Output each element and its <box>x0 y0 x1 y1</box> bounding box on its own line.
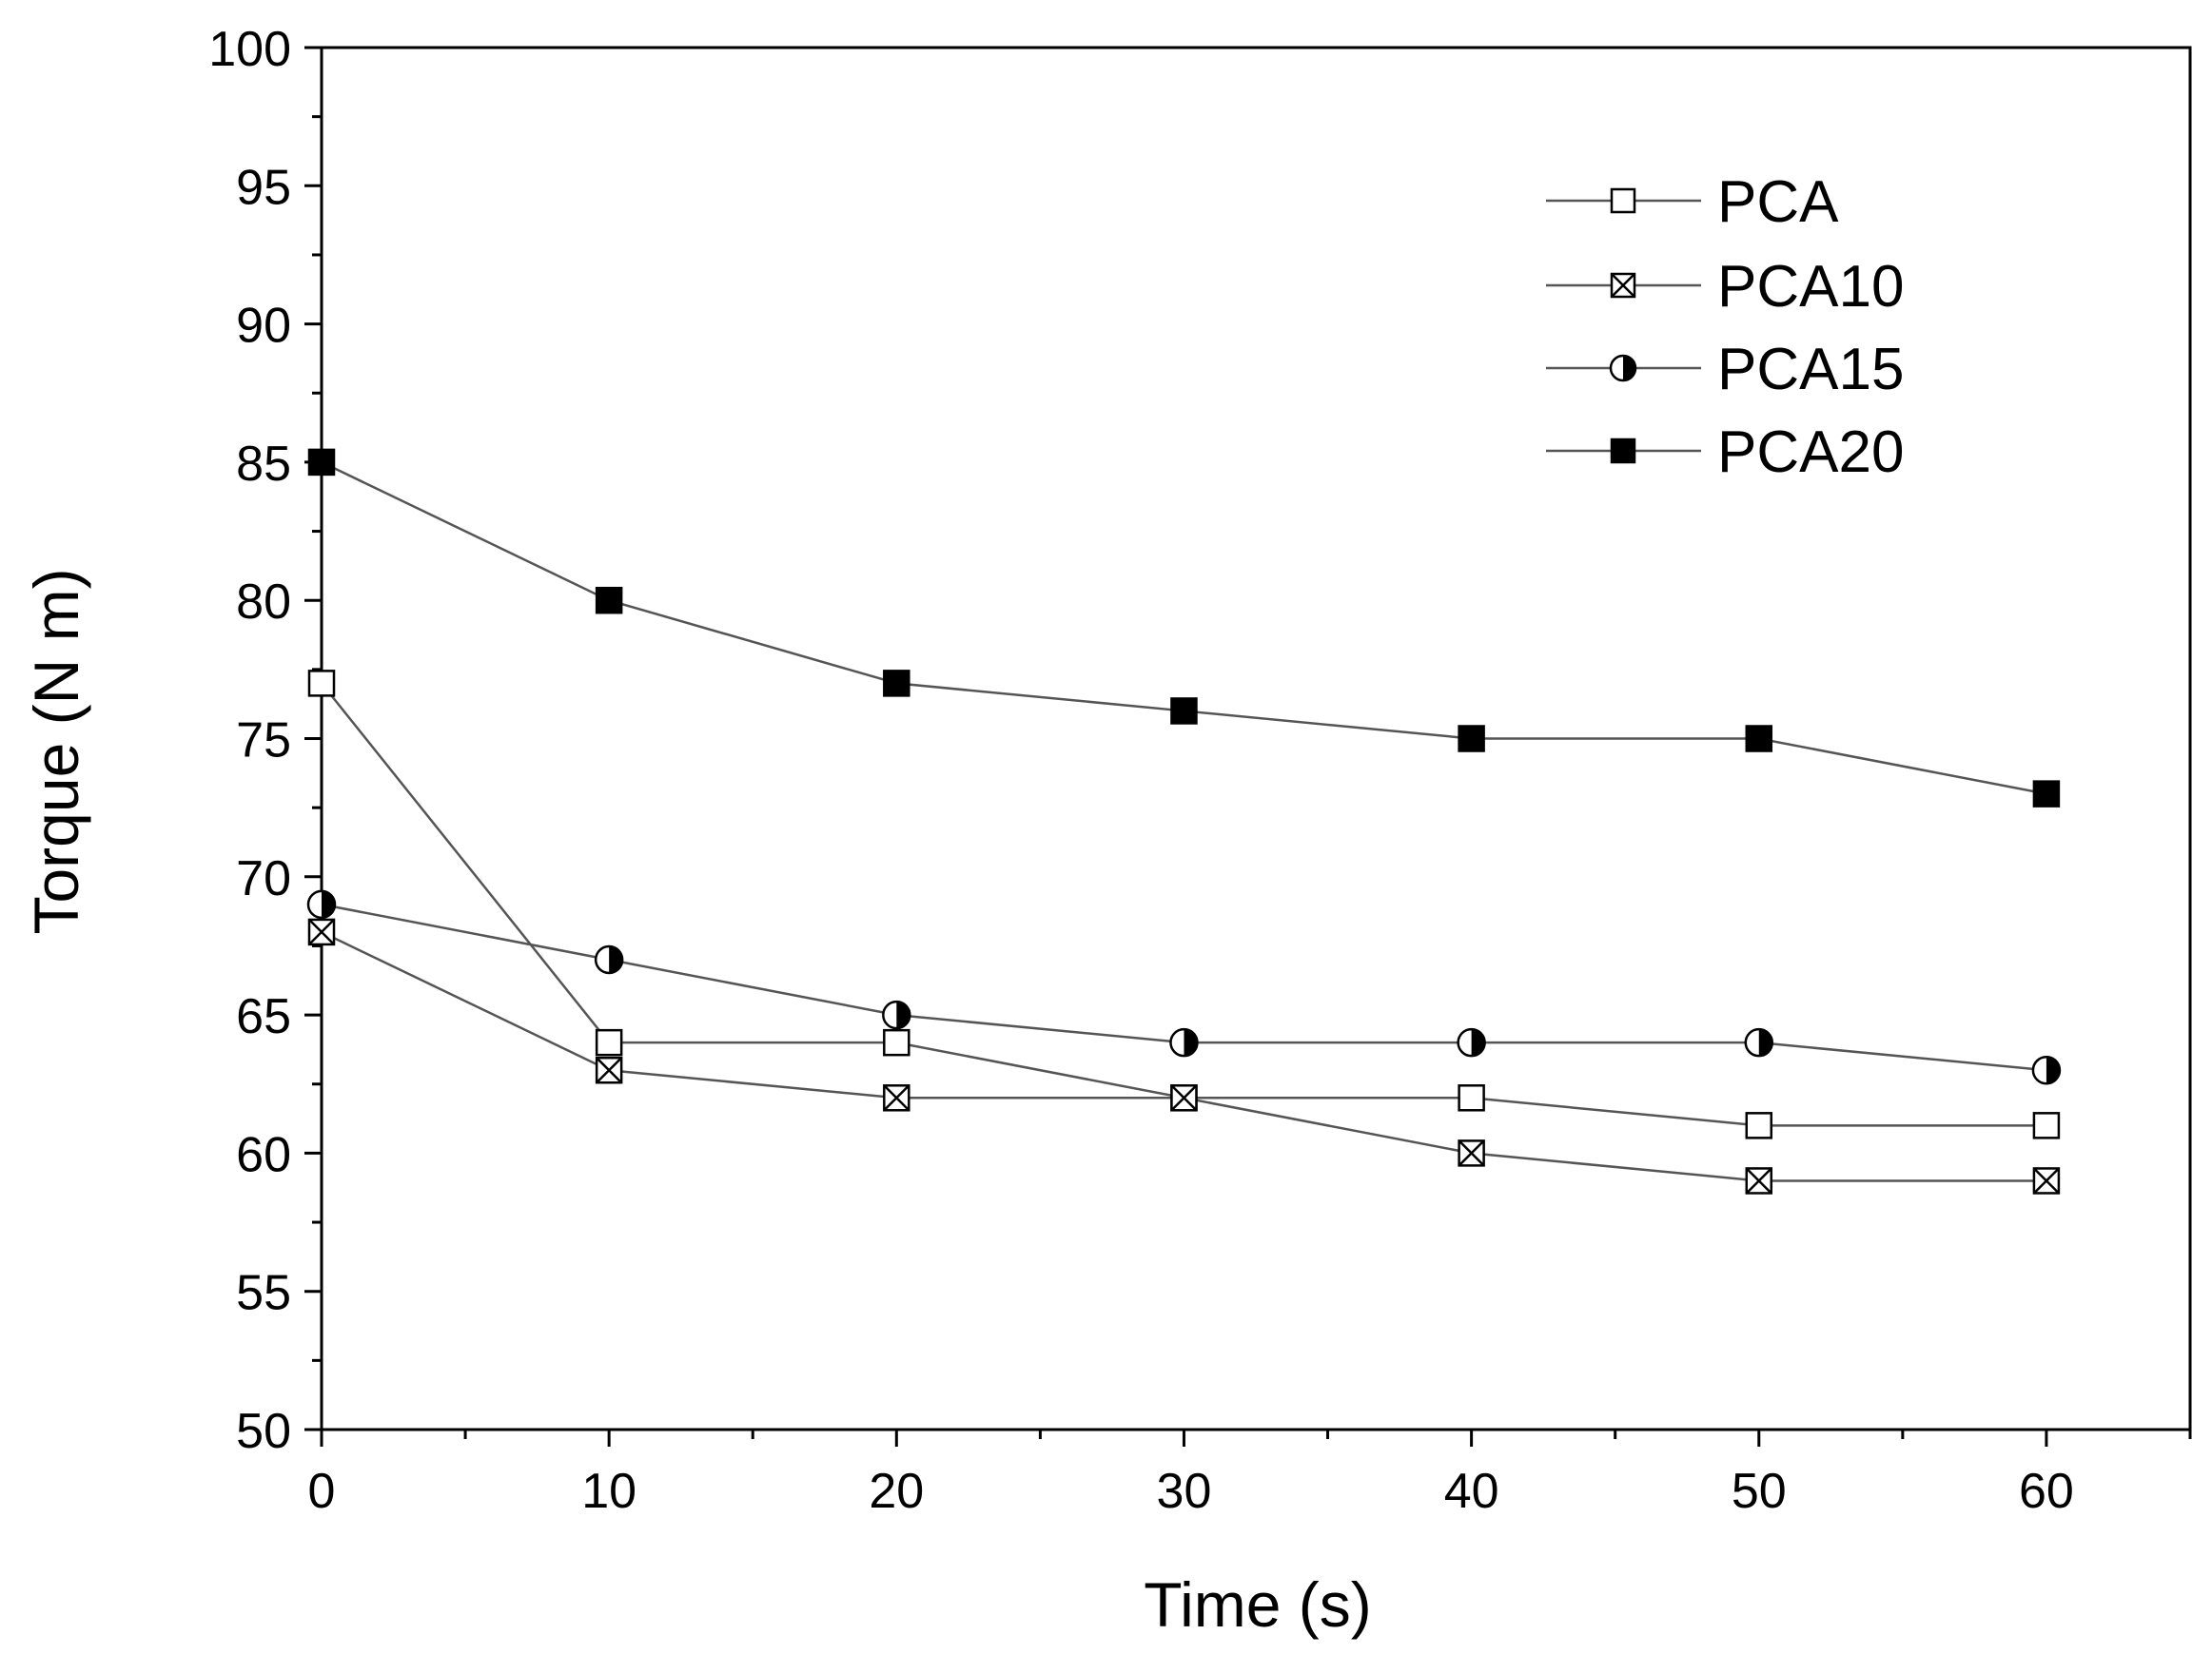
marker-square-outline <box>883 1028 910 1057</box>
series-line-pca <box>321 682 2046 1127</box>
data-point-pca10 <box>883 1084 910 1112</box>
marker-circle-half <box>1623 356 1635 380</box>
data-point-pca15 <box>882 1000 911 1030</box>
y-tick-label: 80 <box>236 574 291 630</box>
y-tick-label: 85 <box>236 437 291 492</box>
data-point-pca15 <box>1169 1027 1199 1058</box>
data-point-pca20 <box>307 448 336 477</box>
data-point-pca10 <box>1745 1167 1773 1195</box>
marker-square-outline <box>595 1028 623 1057</box>
x-tick-label: 60 <box>2019 1464 2074 1519</box>
marker-circle-half <box>896 1002 910 1029</box>
y-tick-label: 90 <box>236 299 291 354</box>
marker-cross-stroke <box>308 919 335 945</box>
marker-cross-stroke <box>1458 1139 1485 1167</box>
series-markers-group <box>306 448 2062 1195</box>
marker-square-outline <box>1610 187 1636 214</box>
x-tick-label: 10 <box>581 1464 636 1519</box>
marker-square-outline <box>1458 1084 1485 1112</box>
series-lines-group <box>321 460 2047 1182</box>
marker-square-filled <box>1610 438 1636 464</box>
data-point-pca20 <box>595 586 623 614</box>
data-point-pca <box>883 1028 910 1057</box>
legend-marker-pca15 <box>1609 354 1637 382</box>
x-tick-label: 20 <box>869 1464 924 1519</box>
marker-square-filled <box>883 670 910 697</box>
marker-circle-half <box>2046 1057 2060 1084</box>
legend-item-pca20: PCA20 <box>1546 419 1904 485</box>
x-axis-label: Time (s) <box>1144 1569 1372 1640</box>
data-point-pca20 <box>2032 780 2061 808</box>
x-tick-label: 30 <box>1157 1464 1212 1519</box>
marker-square-filled <box>307 448 336 477</box>
data-point-pca20 <box>883 670 910 697</box>
y-tick-label: 70 <box>236 851 291 906</box>
marker-circle-half <box>322 890 336 918</box>
marker-square-outline <box>1745 1112 1773 1139</box>
data-point-pca20 <box>1458 725 1485 752</box>
data-point-pca15 <box>1744 1027 1774 1058</box>
data-point-pca15 <box>2031 1055 2062 1085</box>
y-tick-label: 75 <box>236 713 291 769</box>
legend: PCA PCA10 PCA15 PCA20 <box>1546 169 1904 485</box>
data-point-pca20 <box>1170 697 1198 725</box>
marker-circle-half <box>1471 1029 1485 1057</box>
marker-square-outline <box>2032 1112 2061 1139</box>
data-point-pca15 <box>594 944 624 975</box>
marker-circle-half <box>609 945 623 973</box>
legend-marker-pca20 <box>1610 438 1636 464</box>
marker-square-filled <box>1170 697 1198 725</box>
marker-square-filled <box>1458 725 1485 752</box>
marker-cross-stroke <box>2033 1167 2060 1195</box>
data-point-pca20 <box>1745 725 1773 752</box>
marker-cross-stroke <box>1170 1084 1198 1112</box>
legend-label-pca15: PCA15 <box>1717 337 1904 402</box>
y-tick-label: 65 <box>236 989 291 1044</box>
data-point-pca10 <box>595 1056 623 1084</box>
series-line-pca20 <box>321 460 2047 795</box>
marker-circle-half <box>1758 1029 1772 1057</box>
marker-square-outline <box>307 670 336 697</box>
x-tick-label: 50 <box>1732 1464 1787 1519</box>
data-point-pca15 <box>1457 1027 1486 1058</box>
marker-square-filled <box>1745 725 1773 752</box>
legend-item-pca: PCA <box>1546 169 1839 235</box>
y-axis-label: Torque (N m) <box>21 568 91 934</box>
data-point-pca <box>595 1028 623 1057</box>
x-tick-label: 0 <box>308 1464 336 1519</box>
marker-cross-stroke <box>1745 1167 1772 1195</box>
data-point-pca <box>2032 1112 2061 1139</box>
marker-cross-stroke <box>596 1057 623 1084</box>
y-tick-label: 50 <box>236 1404 291 1459</box>
data-point-pca10 <box>307 918 336 946</box>
y-tick-label: 95 <box>236 160 291 215</box>
legend-item-pca15: PCA15 <box>1546 337 1904 402</box>
marker-square-filled <box>595 586 623 614</box>
legend-label-pca20: PCA20 <box>1717 419 1904 485</box>
data-point-pca15 <box>306 889 337 920</box>
marker-circle-half <box>1184 1029 1198 1057</box>
y-tick-label: 55 <box>236 1266 291 1321</box>
legend-label-pca10: PCA10 <box>1717 254 1904 320</box>
legend-marker-pca10 <box>1610 272 1636 299</box>
y-tick-label: 100 <box>208 22 291 77</box>
axes-group: 50 55 60 65 70 75 80 85 90 95 100 0 10 20 30 40 50 60 <box>208 22 2192 1519</box>
legend-marker-pca <box>1610 187 1636 214</box>
x-tick-label: 40 <box>1444 1464 1499 1519</box>
data-point-pca10 <box>2032 1167 2061 1195</box>
data-point-pca <box>1458 1084 1485 1112</box>
data-point-pca10 <box>1458 1139 1485 1167</box>
marker-square-filled <box>2032 780 2061 808</box>
data-point-pca <box>1745 1112 1773 1139</box>
legend-label-pca: PCA <box>1717 169 1839 235</box>
marker-cross-stroke <box>1611 273 1635 298</box>
data-point-pca <box>307 670 336 697</box>
legend-item-pca10: PCA10 <box>1546 254 1904 320</box>
data-point-pca10 <box>1170 1084 1198 1112</box>
plot-frame <box>320 46 2192 1431</box>
y-tick-label: 60 <box>236 1127 291 1182</box>
marker-cross-stroke <box>883 1084 910 1112</box>
